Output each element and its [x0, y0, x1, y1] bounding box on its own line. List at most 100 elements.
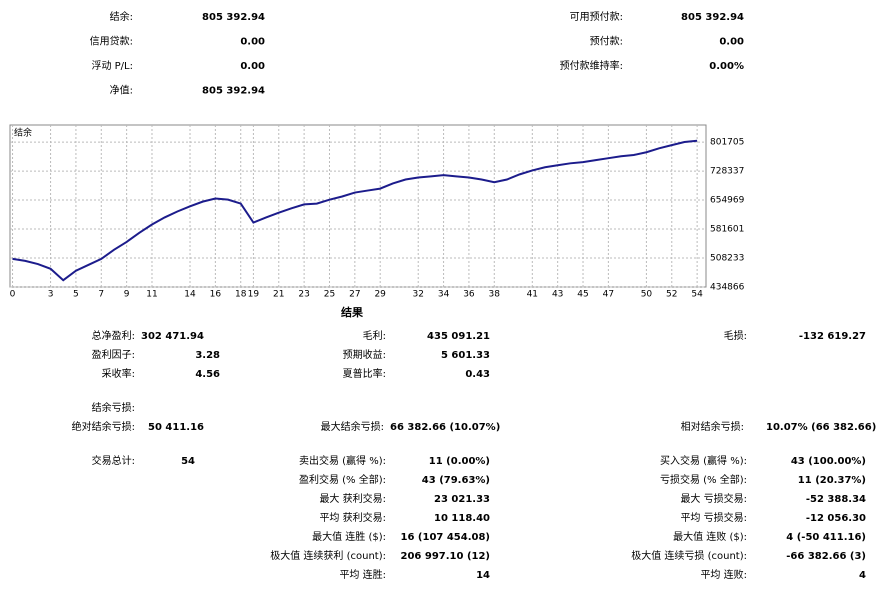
y-tick-label: 654969	[710, 196, 745, 206]
x-tick-label: 7	[98, 290, 104, 300]
x-tick-label: 54	[691, 290, 703, 300]
result-value: 4	[859, 570, 866, 581]
result-value: -132 619.27	[799, 331, 866, 342]
result-label: 交易总计:	[92, 454, 135, 467]
result-value: 302 471.94	[141, 331, 204, 342]
x-tick-label: 25	[324, 290, 335, 300]
result-value: 435 091.21	[427, 331, 490, 342]
result-label: 平均 连败:	[700, 568, 747, 581]
x-tick-label: 45	[577, 290, 588, 300]
summary-label: 可用预付款:	[570, 10, 623, 23]
balance-line	[12, 139, 698, 282]
result-value: 3.28	[195, 350, 220, 361]
x-tick-label: 16	[210, 290, 222, 300]
result-label: 采收率:	[102, 367, 135, 380]
x-tick-label: 34	[438, 290, 450, 300]
result-label: 卖出交易 (赢得 %):	[299, 454, 386, 467]
result-value: 54	[181, 456, 195, 467]
result-value: 4.56	[195, 369, 220, 380]
summary-value: 805 392.94	[202, 12, 265, 23]
result-value: 206 997.10 (12)	[401, 551, 490, 562]
summary-label: 净值:	[110, 84, 133, 97]
x-tick-label: 32	[412, 290, 423, 300]
result-value: 10.07% (66 382.66)	[766, 422, 876, 433]
result-label: 总净盈利:	[92, 329, 135, 342]
result-value: 50 411.16	[148, 422, 204, 433]
result-label: 毛利:	[363, 330, 386, 342]
result-label: 预期收益:	[343, 348, 386, 361]
x-tick-label: 50	[641, 290, 653, 300]
result-label: 最大 亏损交易:	[680, 492, 747, 505]
x-tick-label: 0	[10, 290, 16, 300]
result-label: 平均 连胜:	[339, 568, 386, 581]
plot-frame	[9, 124, 707, 288]
result-label: 亏损交易 (% 全部):	[660, 473, 747, 486]
chart-label: 结余	[14, 127, 32, 139]
x-tick-label: 18	[235, 290, 247, 300]
x-tick-label: 29	[374, 290, 386, 300]
result-label: 最大结余亏损:	[321, 420, 384, 433]
result-label: 极大值 连续获利 (count):	[270, 549, 386, 562]
result-value: 10 118.40	[434, 513, 490, 524]
results-title: 结果	[340, 305, 363, 319]
result-label: 买入交易 (赢得 %):	[660, 454, 747, 467]
summary-label: 预付款维持率:	[560, 59, 623, 72]
x-tick-label: 36	[463, 290, 475, 300]
result-label: 最大 获利交易:	[319, 492, 386, 505]
x-tick-label: 14	[184, 290, 196, 300]
y-tick-label: 801705	[710, 138, 744, 148]
x-tick-label: 41	[527, 290, 538, 300]
x-tick-label: 5	[73, 290, 79, 300]
result-value: 66 382.66 (10.07%)	[390, 422, 500, 433]
summary-value: 0.00	[240, 61, 265, 72]
summary-value: 0.00	[719, 37, 744, 48]
result-label: 盈利交易 (% 全部):	[299, 473, 386, 486]
summary-value: 0.00	[240, 37, 265, 48]
summary-label: 结余:	[110, 10, 133, 23]
summary-value: 805 392.94	[202, 86, 265, 97]
x-tick-label: 3	[48, 290, 54, 300]
x-tick-label: 38	[489, 290, 501, 300]
x-tick-label: 52	[666, 290, 677, 300]
y-tick-label: 508233	[710, 254, 744, 264]
drawdown-heading: 结余亏损:	[92, 401, 135, 414]
result-label: 最大值 连败 ($):	[673, 530, 747, 543]
x-tick-label: 9	[124, 290, 130, 300]
y-tick-label: 728337	[710, 167, 744, 177]
result-value: -66 382.66 (3)	[786, 551, 866, 562]
result-value: 11 (20.37%)	[798, 475, 866, 486]
x-tick-label: 47	[603, 290, 614, 300]
summary-value: 805 392.94	[681, 12, 744, 23]
summary-value: 0.00%	[709, 61, 744, 72]
result-label: 毛损:	[724, 329, 747, 342]
x-tick-label: 23	[298, 290, 309, 300]
result-value: 23 021.33	[434, 494, 490, 505]
result-label: 极大值 连续亏损 (count):	[631, 549, 747, 562]
result-value: 5 601.33	[441, 350, 490, 361]
result-value: -52 388.34	[806, 494, 866, 505]
result-value: 43 (79.63%)	[422, 475, 490, 486]
result-label: 平均 获利交易:	[319, 511, 386, 524]
summary-label: 信用贷款:	[90, 35, 133, 48]
x-tick-label: 21	[273, 290, 284, 300]
x-tick-label: 27	[349, 290, 360, 300]
result-value: 14	[476, 570, 490, 581]
y-tick-label: 434866	[710, 283, 745, 293]
summary-label: 预付款:	[590, 35, 623, 48]
result-value: 16 (107 454.08)	[401, 532, 490, 543]
result-label: 夏普比率:	[343, 367, 386, 380]
result-label: 相对结余亏损:	[681, 420, 744, 433]
result-value: 11 (0.00%)	[429, 456, 490, 467]
result-label: 绝对结余亏损:	[72, 420, 135, 433]
x-tick-label: 11	[146, 290, 157, 300]
summary-label: 浮动 P/L:	[91, 60, 133, 72]
result-value: -12 056.30	[806, 513, 866, 524]
result-label: 盈利因子:	[92, 349, 135, 361]
result-value: 43 (100.00%)	[791, 456, 866, 467]
result-value: 0.43	[465, 369, 490, 380]
result-label: 最大值 连胜 ($):	[312, 530, 386, 543]
x-tick-label: 19	[248, 290, 260, 300]
result-value: 4 (-50 411.16)	[786, 532, 866, 543]
x-tick-label: 43	[552, 290, 563, 300]
